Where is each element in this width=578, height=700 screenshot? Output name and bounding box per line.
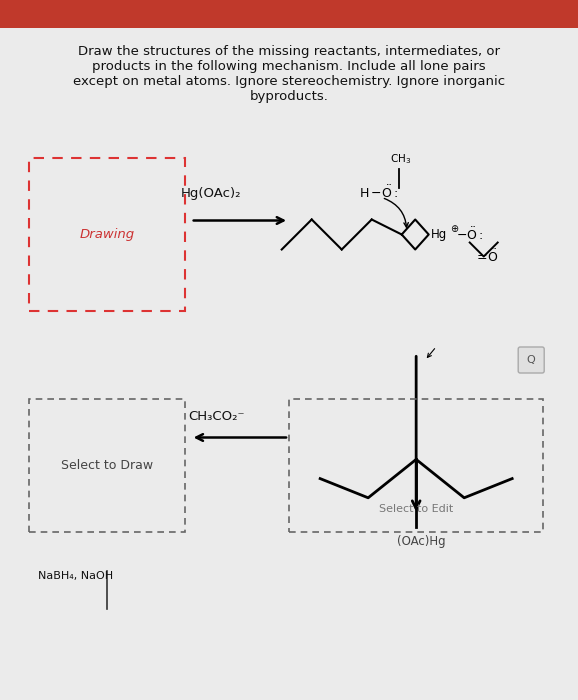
Text: $=\!\ddot{\mathrm{O}}$: $=\!\ddot{\mathrm{O}}$: [474, 248, 498, 265]
Text: Select to Draw: Select to Draw: [61, 459, 153, 472]
FancyBboxPatch shape: [518, 347, 544, 373]
Bar: [0, 0, 578, 28]
Text: Draw the structures of the missing reactants, intermediates, or
products in the : Draw the structures of the missing react…: [73, 45, 505, 103]
Bar: [29, 158, 185, 312]
Text: Hg: Hg: [431, 228, 447, 241]
Text: NaBH₄, NaOH: NaBH₄, NaOH: [38, 570, 113, 580]
Text: $\mathrm{H}-\!\ddot{\mathrm{O}}:$: $\mathrm{H}-\!\ddot{\mathrm{O}}:$: [359, 184, 398, 201]
Text: (OAc)Hg: (OAc)Hg: [397, 535, 446, 547]
Text: ⊕: ⊕: [450, 225, 458, 235]
Text: $\mathrm{CH_3}$: $\mathrm{CH_3}$: [390, 152, 412, 165]
Text: Q: Q: [527, 355, 536, 365]
Text: $-\ddot{\mathrm{O}}:$: $-\ddot{\mathrm{O}}:$: [455, 226, 483, 243]
Text: Drawing: Drawing: [79, 228, 135, 241]
Text: CH₃CO₂⁻: CH₃CO₂⁻: [188, 410, 245, 424]
Bar: [289, 399, 543, 532]
Text: Select to Edit: Select to Edit: [379, 504, 453, 514]
Text: Hg(OAc)₂: Hg(OAc)₂: [181, 186, 241, 200]
Bar: [29, 399, 185, 532]
